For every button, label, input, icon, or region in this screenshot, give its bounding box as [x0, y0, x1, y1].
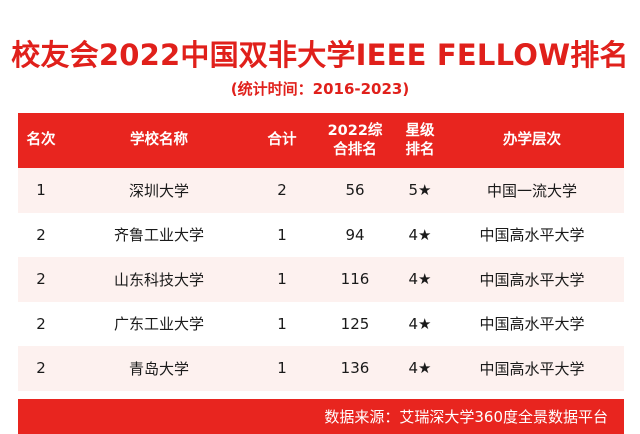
cell-star: 5★ [408, 181, 432, 200]
cell-star: 4★ [408, 270, 432, 289]
cell-rank2022: 56 [345, 181, 365, 200]
cell-level: 中国高水平大学 [479, 359, 585, 378]
cell-rank2022: 136 [340, 359, 370, 378]
cell-star: 4★ [408, 314, 432, 333]
header-rank2022-line1: 2022综 [327, 122, 383, 139]
cell-rank: 2 [36, 270, 46, 289]
header-star: 星级 排名 [400, 122, 440, 160]
page-subtitle: (统计时间：2016-2023) [230, 80, 410, 98]
cell-rank: 2 [36, 359, 46, 378]
cell-level: 中国高水平大学 [479, 270, 585, 289]
cell-total: 2 [277, 181, 287, 200]
cell-level: 中国高水平大学 [479, 226, 585, 245]
header-school: 学校名称 [130, 132, 188, 148]
header-rank: 名次 [26, 132, 56, 148]
cell-rank2022: 116 [340, 270, 370, 289]
cell-rank2022: 125 [340, 314, 370, 333]
footer-text: 数据来源：艾瑞深大学360度全景数据平台 [324, 408, 608, 426]
header-star-line2: 排名 [405, 141, 435, 158]
cell-school: 青岛大学 [128, 359, 189, 378]
table-row: 2 山东科技大学 1 116 4★ 中国高水平大学 [18, 257, 624, 302]
cell-rank: 2 [36, 225, 46, 244]
cell-school: 山东科技大学 [113, 270, 204, 289]
header-level: 办学层次 [503, 132, 561, 148]
cell-total: 1 [277, 314, 287, 333]
page-title: 校友会2022中国双非大学IEEE FELLOW排名 [11, 38, 629, 72]
cell-rank2022: 94 [345, 225, 365, 244]
ranking-table: 名次 学校名称 合计 2022综 合排名 星级 排名 办学层次 1 深圳大学 2… [18, 113, 624, 391]
cell-level: 中国一流大学 [486, 181, 577, 200]
table-row: 2 齐鲁工业大学 1 94 4★ 中国高水平大学 [18, 212, 624, 257]
cell-rank: 1 [36, 181, 46, 200]
cell-level: 中国高水平大学 [479, 315, 585, 334]
cell-total: 1 [277, 359, 287, 378]
table-header-row: 名次 学校名称 合计 2022综 合排名 星级 排名 办学层次 [18, 113, 624, 168]
cell-school: 齐鲁工业大学 [113, 226, 204, 245]
cell-star: 4★ [408, 359, 432, 378]
header-total: 合计 [267, 132, 297, 148]
cell-total: 1 [277, 270, 287, 289]
cell-school: 广东工业大学 [113, 315, 204, 334]
data-source-footer: 数据来源：艾瑞深大学360度全景数据平台 [18, 399, 624, 434]
table-row: 2 青岛大学 1 136 4★ 中国高水平大学 [18, 346, 624, 391]
table-row: 1 深圳大学 2 56 5★ 中国一流大学 [18, 168, 624, 213]
header-rank2022-line2: 合排名 [333, 141, 377, 158]
cell-total: 1 [277, 225, 287, 244]
cell-school: 深圳大学 [128, 181, 189, 200]
cell-rank: 2 [36, 314, 46, 333]
cell-star: 4★ [408, 225, 432, 244]
header-rank2022: 2022综 合排名 [310, 122, 400, 160]
table-row: 2 广东工业大学 1 125 4★ 中国高水平大学 [18, 301, 624, 346]
header-star-line1: 星级 [405, 122, 435, 139]
